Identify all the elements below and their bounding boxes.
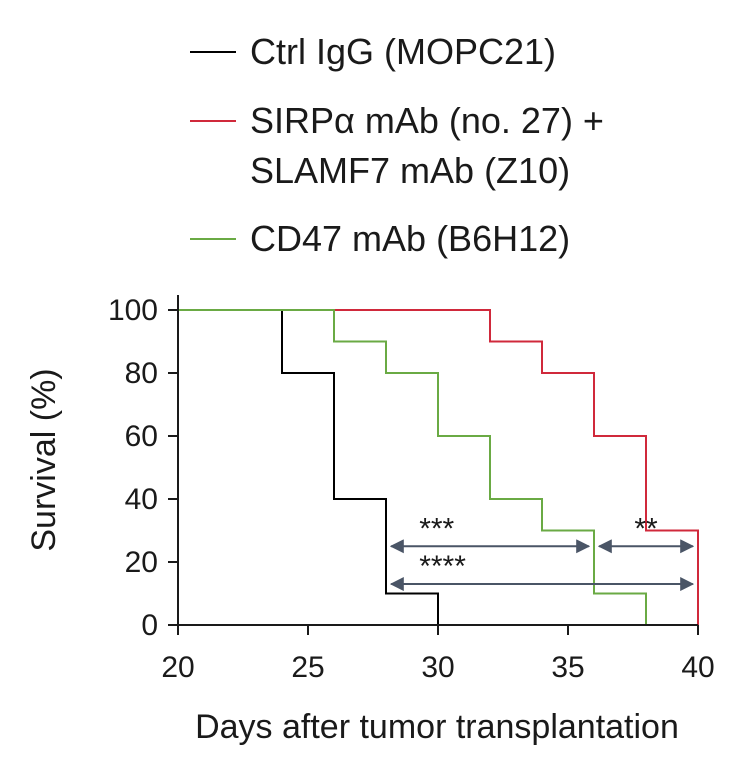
significance-label: **: [634, 512, 658, 545]
survival-curve-2: [178, 309, 699, 625]
x-tick-label: 30: [421, 651, 454, 684]
survival-curve-3: [178, 309, 647, 625]
significance-label: ***: [419, 512, 454, 545]
legend: Ctrl IgG (MOPC21) SIRPα mAb (no. 27) + SLA…: [190, 31, 604, 259]
x-tick-label: 20: [161, 651, 194, 684]
x-tick-label: 40: [681, 651, 714, 684]
y-tick-label: 0: [141, 609, 158, 642]
y-tick-label: 60: [125, 420, 158, 453]
legend-label: CD47 mAb (B6H12): [250, 218, 570, 259]
y-tick-label: 80: [125, 357, 158, 390]
legend-label: Ctrl IgG (MOPC21): [250, 31, 556, 72]
survival-curve-1: [178, 309, 439, 625]
x-tick-label: 35: [551, 651, 584, 684]
y-tick-label: 40: [125, 483, 158, 516]
annotations: *** ******: [389, 512, 695, 592]
y-tick-label: 100: [108, 294, 158, 327]
x-tick-label: 25: [291, 651, 324, 684]
legend-label: SIRPα mAb (no. 27) + SLAMF7 mAb (Z10): [250, 100, 604, 191]
x-axis-title: Days after tumor transplantation: [195, 708, 679, 746]
significance-label: ****: [419, 550, 466, 583]
y-axis-title: Survival (%): [25, 368, 63, 551]
series-layer: [178, 309, 699, 625]
y-tick-label: 20: [125, 546, 158, 579]
